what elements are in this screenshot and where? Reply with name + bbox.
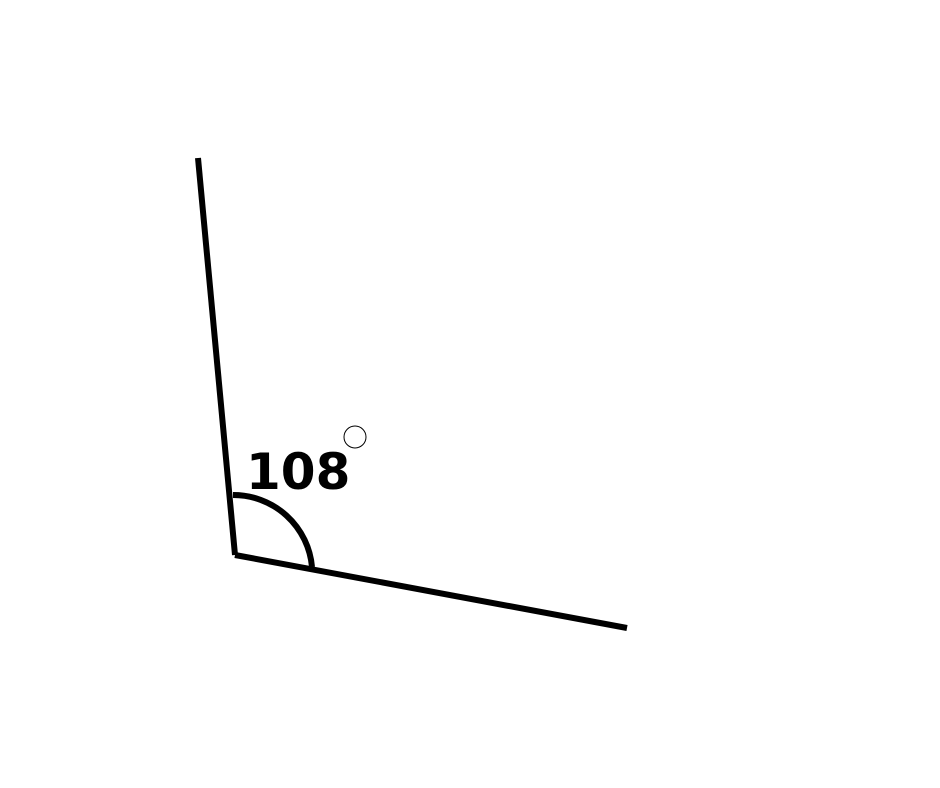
angle-measure-label: 108 bbox=[246, 443, 350, 501]
ray-lower bbox=[234, 552, 628, 631]
degree-symbol-icon bbox=[343, 425, 367, 449]
ray-upper bbox=[195, 157, 238, 556]
angle-arc bbox=[232, 491, 315, 568]
